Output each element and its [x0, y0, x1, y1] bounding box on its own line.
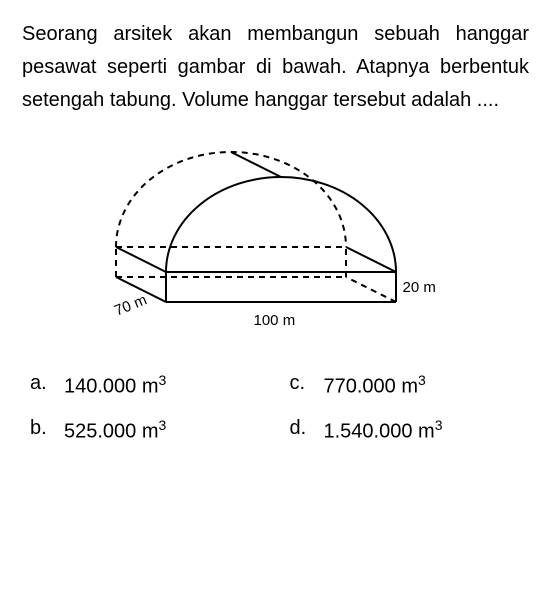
back-arc [116, 152, 346, 247]
hangar-diagram: 70 m 20 m 100 m [96, 142, 456, 342]
answer-b-letter: b. [30, 417, 52, 444]
depth-top-left [116, 247, 166, 272]
diagram-container: 70 m 20 m 100 m [22, 142, 529, 342]
height-label: 20 m [403, 279, 436, 296]
answer-c: c. 770.000 m3 [290, 372, 530, 399]
depth-top-right [346, 247, 396, 272]
answer-d-letter: d. [290, 417, 312, 444]
front-arc [166, 177, 396, 272]
answer-c-value: 770.000 m3 [324, 372, 426, 399]
answer-b: b. 525.000 m3 [30, 417, 270, 444]
answer-a: a. 140.000 m3 [30, 372, 270, 399]
answer-c-letter: c. [290, 372, 312, 399]
answer-d-value: 1.540.000 m3 [324, 417, 443, 444]
ridge-line [231, 152, 281, 177]
question-text: Seorang arsitek akan membangun sebuah ha… [22, 18, 529, 117]
answer-d: d. 1.540.000 m3 [290, 417, 530, 444]
answer-a-value: 140.000 m3 [64, 372, 166, 399]
answer-a-letter: a. [30, 372, 52, 399]
answer-b-value: 525.000 m3 [64, 417, 166, 444]
depth-bottom-right [346, 277, 396, 302]
answers-grid: a. 140.000 m3 c. 770.000 m3 b. 525.000 m… [22, 372, 529, 443]
width-label: 100 m [254, 312, 296, 329]
